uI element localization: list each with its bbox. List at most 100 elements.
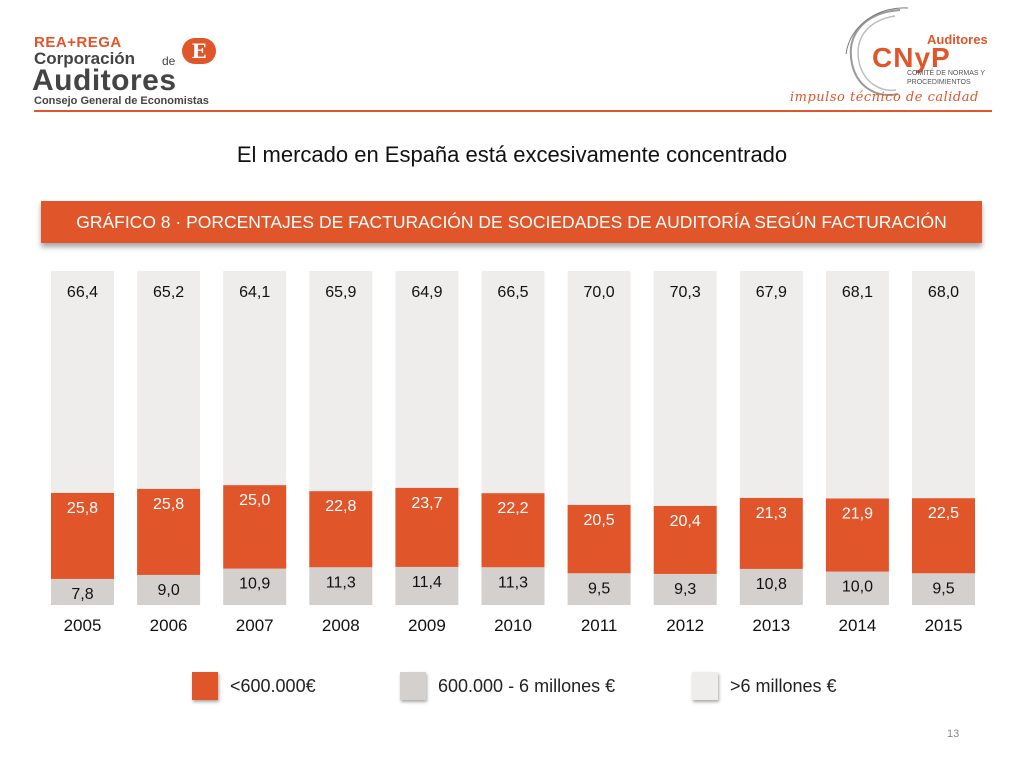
- legend-swatch-medium-firms: [400, 672, 426, 700]
- value-label-small-2011: 20,5: [584, 512, 615, 529]
- category-label-2009: 2009: [408, 616, 446, 635]
- page-number: 13: [947, 728, 960, 740]
- legend-label-medium-firms: 600.000 - 6 millones €: [438, 676, 616, 696]
- logo-left-line4: Consejo General de Economistas: [34, 95, 209, 107]
- value-label-large-2012: 70,3: [670, 284, 701, 301]
- value-label-small-2007: 25,0: [239, 492, 270, 509]
- bar-medium-2014: [825, 571, 889, 605]
- bar-small-2015: [912, 498, 975, 574]
- bar-large-2012: [653, 271, 717, 506]
- bar-small-2010: [481, 493, 545, 568]
- bar-large-2010: [481, 271, 545, 494]
- value-label-large-2011: 70,0: [584, 284, 615, 301]
- logo-right-acronym: CNyP: [872, 42, 951, 73]
- bar-small-2011: [567, 504, 631, 574]
- category-label-2011: 2011: [581, 616, 618, 635]
- category-label-2012: 2012: [666, 616, 704, 635]
- chart-title: GRÁFICO 8 · PORCENTAJES DE FACTURACIÓN D…: [76, 212, 947, 232]
- bar-small-2007: [223, 485, 287, 569]
- value-label-small-2013: 21,3: [756, 505, 787, 522]
- bar-large-2006: [137, 271, 201, 489]
- category-label-2014: 2014: [838, 616, 876, 635]
- logo-left-line3: Auditores: [32, 64, 177, 97]
- bar-small-2005: [51, 492, 114, 579]
- logo-left-line1: REA+REGA: [34, 34, 122, 51]
- value-label-large-2006: 65,2: [153, 284, 184, 301]
- bar-small-2008: [309, 491, 373, 568]
- logo-left-line2-small: de: [162, 54, 176, 68]
- bar-small-2006: [137, 488, 201, 575]
- value-label-large-2014: 68,1: [842, 284, 873, 301]
- category-label-2015: 2015: [925, 616, 963, 635]
- value-label-small-2008: 22,8: [325, 498, 356, 515]
- bar-medium-2008: [309, 567, 373, 605]
- bar-medium-2010: [481, 567, 545, 605]
- value-label-medium-2012: 9,3: [674, 581, 696, 598]
- legend-swatch-small-firms: [192, 672, 218, 700]
- value-label-medium-2010: 11,3: [498, 574, 528, 591]
- value-label-medium-2006: 9,0: [157, 582, 179, 599]
- value-label-small-2010: 22,2: [497, 500, 528, 517]
- bar-medium-2009: [395, 566, 459, 605]
- value-label-medium-2007: 10,9: [239, 576, 270, 593]
- category-label-2007: 2007: [236, 616, 274, 635]
- bar-small-2012: [653, 505, 717, 574]
- bar-large-2014: [825, 271, 889, 499]
- logo-right-word: Auditores: [927, 32, 988, 47]
- value-label-medium-2009: 11,4: [412, 574, 442, 591]
- bar-large-2013: [739, 271, 803, 498]
- bar-small-2013: [739, 497, 803, 569]
- value-label-large-2009: 64,9: [411, 284, 442, 301]
- category-label-2008: 2008: [322, 616, 360, 635]
- logo-right-committee: COMITÉ DE NORMAS Y PROCEDIMIENTOS: [907, 70, 985, 86]
- value-label-medium-2005: 7,8: [71, 586, 93, 603]
- value-label-small-2006: 25,8: [153, 496, 184, 513]
- legend-label-large-firms: >6 millones €: [730, 676, 837, 696]
- logo-right-tagline: impulso técnico de calidad: [790, 90, 979, 105]
- bar-medium-2005: [51, 578, 114, 605]
- economistas-e-icon: E: [182, 38, 216, 64]
- legend-swatch-large-firms: [692, 672, 718, 700]
- logo-left-line2: Corporación: [34, 49, 136, 68]
- bar-large-2009: [395, 271, 459, 488]
- value-label-large-2005: 66,4: [67, 284, 98, 301]
- bar-large-2011: [567, 271, 631, 505]
- bar-small-2009: [395, 487, 459, 567]
- stacked-bar-chart: 66,4 25,8 7,8 2005 65,2 25,8 9,0 2006 64,1 25,0 10…: [51, 271, 975, 635]
- bar-medium-2006: [137, 574, 201, 605]
- value-label-small-2015: 22,5: [928, 505, 959, 522]
- bar-large-2007: [223, 271, 287, 486]
- value-label-medium-2015: 9,5: [932, 580, 954, 597]
- bar-large-2005: [51, 271, 114, 493]
- slide-title: El mercado en España está excesivamente …: [236, 142, 788, 167]
- category-label-2013: 2013: [752, 616, 790, 635]
- category-label-2010: 2010: [494, 616, 532, 635]
- bar-medium-2007: [223, 568, 287, 605]
- bar-large-2015: [912, 271, 975, 499]
- value-label-small-2014: 21,9: [842, 505, 873, 522]
- category-label-2005: 2005: [64, 616, 102, 635]
- value-label-medium-2014: 10,0: [842, 579, 873, 596]
- header-divider: [34, 110, 992, 112]
- value-label-medium-2008: 11,3: [326, 574, 356, 591]
- swoosh-icon: [845, 7, 909, 96]
- bar-medium-2015: [912, 573, 975, 605]
- rea-rega-logo: REA+REGA Corporación de E Auditores Cons…: [32, 30, 262, 110]
- value-label-medium-2011: 9,5: [588, 580, 610, 597]
- value-label-medium-2013: 10,8: [756, 576, 787, 593]
- value-label-large-2007: 64,1: [239, 284, 270, 301]
- cnyp-logo: Auditores CNyP COMITÉ DE NORMAS Y PROCED…: [780, 2, 1000, 108]
- bar-medium-2013: [739, 568, 803, 605]
- value-label-large-2010: 66,5: [497, 284, 528, 301]
- value-label-small-2009: 23,7: [411, 495, 442, 512]
- value-label-large-2015: 68,0: [928, 284, 959, 301]
- category-label-2006: 2006: [150, 616, 188, 635]
- bar-medium-2011: [567, 573, 631, 605]
- legend-label-small-firms: <600.000€: [230, 676, 316, 696]
- value-label-large-2013: 67,9: [756, 284, 787, 301]
- bar-small-2014: [825, 498, 889, 572]
- chart-banner: GRÁFICO 8 · PORCENTAJES DE FACTURACIÓN D…: [41, 201, 982, 243]
- value-label-large-2008: 65,9: [325, 284, 356, 301]
- value-label-small-2005: 25,8: [67, 500, 98, 517]
- bar-large-2008: [309, 271, 373, 492]
